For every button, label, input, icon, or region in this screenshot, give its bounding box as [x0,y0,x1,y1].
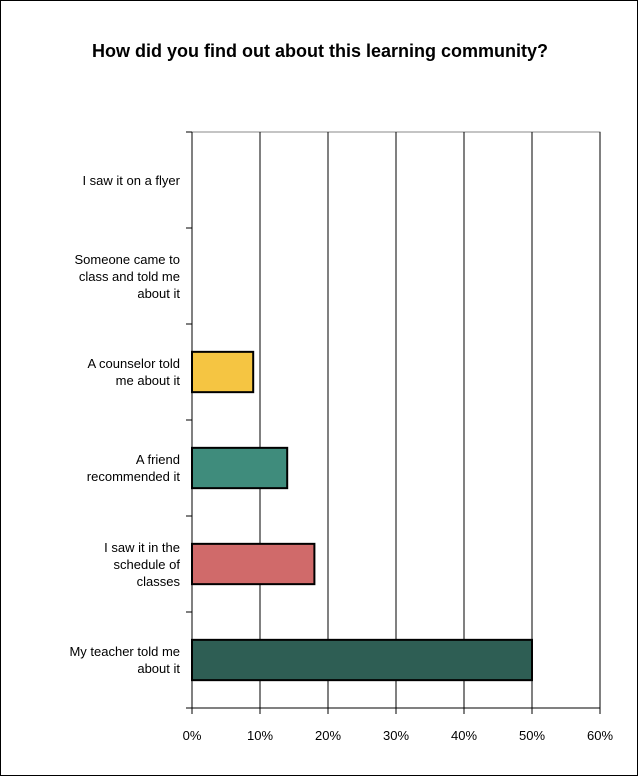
x-tick-label: 0% [182,728,202,743]
category-label: I saw it on a flyer [30,172,180,189]
x-tick-label: 10% [246,728,274,743]
x-tick-label: 20% [314,728,342,743]
chart-title: How did you find out about this learning… [92,41,548,61]
category-label: My teacher told me about it [30,643,180,677]
category-label: A friend recommended it [30,451,180,485]
bar [191,446,289,490]
category-label-line: about it [137,661,180,676]
bar [191,350,255,394]
category-label-line: about it [137,285,180,301]
category-label-line: A friend [135,452,180,467]
category-label: A counselor told me about it [30,355,180,389]
category-label-line: schedule of [113,556,181,572]
category-label-line: me about it [115,373,180,388]
category-label-line: I saw it on a flyer [82,172,180,188]
x-tick-label: 60% [586,728,614,743]
x-tick-label: 30% [382,728,410,743]
category-label-line: I saw it in the [104,539,180,555]
category-label-line: class and told me [78,268,180,284]
category-label-line: classes [136,573,180,589]
x-tick-label: 50% [518,728,546,743]
category-label: I saw it in the schedule of classes [30,539,180,590]
category-label-line: recommended it [86,469,180,484]
category-label-line: My teacher told me [69,644,180,659]
bar [191,638,533,682]
category-label-line: Someone came to [74,251,180,267]
category-label: Someone came to class and told me about it [30,251,180,302]
bar [191,542,316,586]
x-tick-label: 40% [450,728,478,743]
category-label-line: A counselor told [87,356,180,371]
